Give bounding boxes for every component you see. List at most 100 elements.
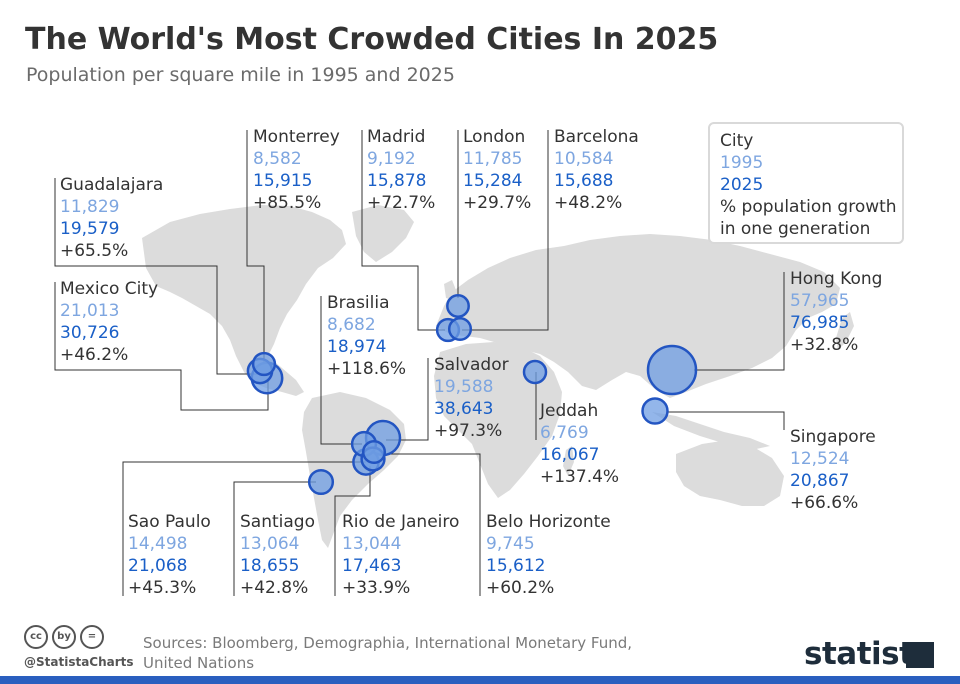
value-1995: 9,745 bbox=[486, 534, 535, 554]
bubble-london bbox=[446, 294, 470, 318]
label-madrid: Madrid 9,192 15,878 +72.7% bbox=[367, 126, 435, 214]
city-name: Brasilia bbox=[327, 293, 390, 313]
legend-city-label: City bbox=[720, 131, 754, 151]
japan-shape bbox=[836, 312, 854, 350]
statista-handle: @StatistaCharts bbox=[24, 655, 134, 669]
growth-value: +72.7% bbox=[367, 193, 436, 213]
label-singapore: Singapore 12,524 20,867 +66.6% bbox=[790, 426, 876, 514]
city-name: Guadalajara bbox=[60, 175, 164, 195]
value-1995: 8,582 bbox=[253, 149, 302, 169]
city-name: Mexico City bbox=[60, 279, 159, 299]
label-belo-horizonte: Belo Horizonte 9,745 15,612 +60.2% bbox=[486, 511, 611, 599]
creative-commons-icon: cc bbox=[24, 625, 48, 649]
value-2025: 15,878 bbox=[367, 171, 427, 191]
label-guadalajara: Guadalajara 11,829 19,579 +65.5% bbox=[60, 174, 163, 262]
bubble-hong-kong bbox=[646, 344, 698, 396]
bubble-barcelona bbox=[447, 316, 473, 342]
growth-value: +97.3% bbox=[434, 421, 503, 441]
leader-hong-kong bbox=[694, 272, 785, 371]
legend-growth-label-2: in one generation bbox=[720, 219, 871, 239]
legend-box: City 1995 2025 % population growth in on… bbox=[708, 122, 904, 244]
legend-1995-label: 1995 bbox=[720, 153, 764, 173]
leader-rio bbox=[334, 466, 371, 596]
value-2025: 15,612 bbox=[486, 556, 546, 576]
value-2025: 21,068 bbox=[128, 556, 188, 576]
value-2025: 15,915 bbox=[253, 171, 313, 191]
sources-text: Sources: Bloomberg, Demographia, Interna… bbox=[143, 634, 633, 672]
label-mexico-city: Mexico City 21,013 30,726 +46.2% bbox=[60, 278, 158, 366]
label-monterrey: Monterrey 8,582 15,915 +85.5% bbox=[253, 126, 340, 214]
eurasia-shape bbox=[436, 234, 840, 398]
label-barcelona: Barcelona 10,584 15,688 +48.2% bbox=[554, 126, 639, 214]
label-rio-de-janeiro: Rio de Janeiro 13,044 17,463 +33.9% bbox=[342, 511, 459, 599]
value-1995: 19,588 bbox=[434, 377, 494, 397]
bubble-layer bbox=[246, 294, 698, 496]
bubble-jeddah bbox=[522, 359, 548, 385]
growth-value: +60.2% bbox=[486, 578, 555, 598]
leader-lines bbox=[54, 130, 785, 596]
value-2025: 38,643 bbox=[434, 399, 494, 419]
label-london: London 11,785 15,284 +29.7% bbox=[463, 126, 531, 214]
license-icons: cc by = bbox=[24, 624, 108, 649]
value-2025: 15,284 bbox=[463, 171, 523, 191]
value-2025: 17,463 bbox=[342, 556, 402, 576]
value-1995: 57,965 bbox=[790, 291, 850, 311]
label-sao-paulo: Sao Paulo 14,498 21,068 +45.3% bbox=[128, 511, 211, 599]
indonesia-shape bbox=[652, 412, 770, 450]
uk-shape bbox=[444, 280, 456, 300]
city-name: Singapore bbox=[790, 427, 876, 447]
leader-madrid bbox=[361, 130, 445, 331]
label-hong-kong: Hong Kong 57,965 76,985 +32.8% bbox=[790, 268, 882, 356]
bubble-monterrey bbox=[251, 351, 277, 377]
value-2025: 18,974 bbox=[327, 337, 387, 357]
city-name: Monterrey bbox=[253, 127, 340, 147]
value-1995: 8,682 bbox=[327, 315, 376, 335]
city-name: Sao Paulo bbox=[128, 512, 211, 532]
continents bbox=[142, 205, 854, 548]
value-2025: 20,867 bbox=[790, 471, 850, 491]
value-1995: 14,498 bbox=[128, 534, 188, 554]
value-1995: 13,064 bbox=[240, 534, 300, 554]
value-2025: 18,655 bbox=[240, 556, 300, 576]
bottom-accent-bar bbox=[0, 676, 960, 684]
greenland-shape bbox=[352, 205, 414, 262]
city-name: Belo Horizonte bbox=[486, 512, 611, 532]
city-name: Madrid bbox=[367, 127, 426, 147]
city-name: Jeddah bbox=[540, 401, 599, 421]
bubble-santiago bbox=[307, 468, 335, 496]
chart-subtitle: Population per square mile in 1995 and 2… bbox=[26, 64, 455, 86]
no-derivatives-icon: = bbox=[80, 625, 104, 649]
label-salvador: Salvador 19,588 38,643 +97.3% bbox=[434, 354, 509, 442]
attribution-icon: by bbox=[52, 625, 76, 649]
leader-sao-paulo bbox=[122, 461, 366, 596]
leader-guadalajara bbox=[54, 178, 258, 375]
chart-title: The World's Most Crowded Cities In 2025 bbox=[25, 22, 719, 57]
growth-value: +32.8% bbox=[790, 335, 859, 355]
city-name: Rio de Janeiro bbox=[342, 512, 460, 532]
value-2025: 15,688 bbox=[554, 171, 614, 191]
label-santiago: Santiago 13,064 18,655 +42.8% bbox=[240, 511, 315, 599]
label-brasilia: Brasilia 8,682 18,974 +118.6% bbox=[327, 292, 406, 380]
leader-singapore bbox=[668, 411, 785, 430]
growth-value: +65.5% bbox=[60, 241, 129, 261]
value-2025: 19,579 bbox=[60, 219, 120, 239]
value-1995: 13,044 bbox=[342, 534, 402, 554]
value-2025: 16,067 bbox=[540, 445, 600, 465]
growth-value: +66.6% bbox=[790, 493, 859, 513]
value-1995: 12,524 bbox=[790, 449, 850, 469]
growth-value: +85.5% bbox=[253, 193, 322, 213]
value-1995: 9,192 bbox=[367, 149, 416, 169]
growth-value: +48.2% bbox=[554, 193, 623, 213]
city-name: Santiago bbox=[240, 512, 315, 532]
value-2025: 30,726 bbox=[60, 323, 120, 343]
growth-value: +137.4% bbox=[540, 467, 620, 487]
leader-mexico-city bbox=[54, 282, 269, 411]
north-america-shape bbox=[142, 205, 346, 396]
label-jeddah: Jeddah 6,769 16,067 +137.4% bbox=[540, 400, 619, 488]
bubble-singapore bbox=[641, 397, 669, 425]
city-name: Hong Kong bbox=[790, 269, 883, 289]
bubble-belo-horizonte bbox=[361, 439, 387, 465]
growth-value: +118.6% bbox=[327, 359, 407, 379]
legend-2025-label: 2025 bbox=[720, 175, 764, 195]
